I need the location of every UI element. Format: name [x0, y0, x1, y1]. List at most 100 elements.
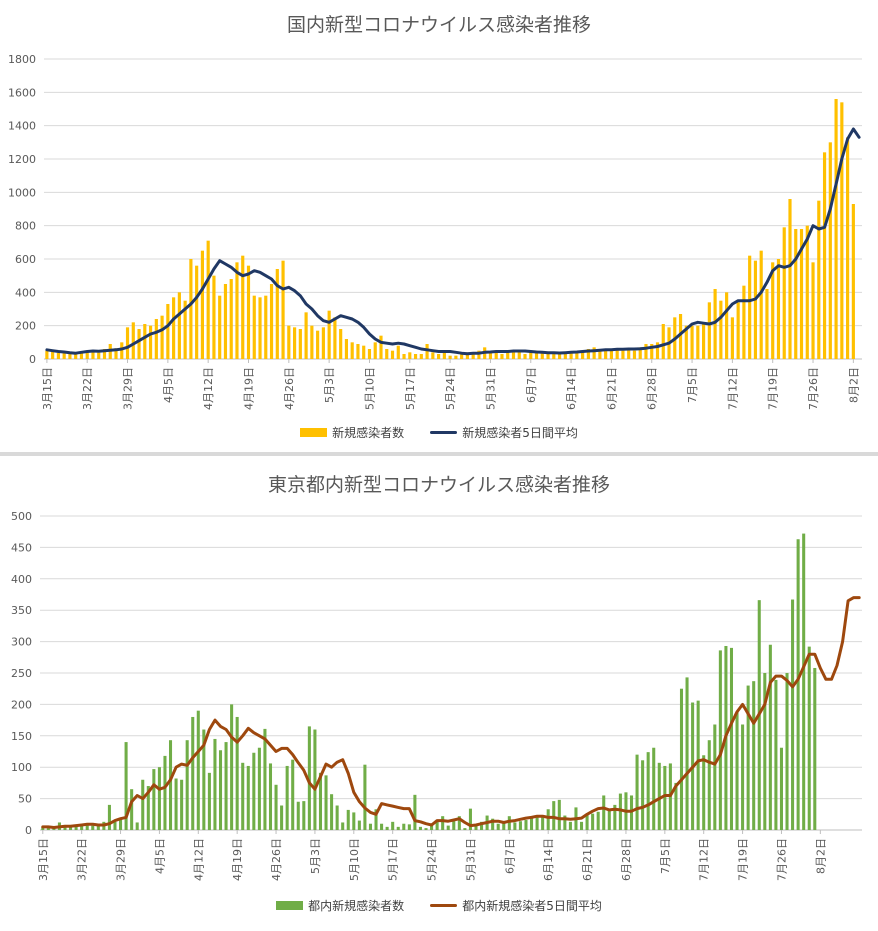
bar — [341, 822, 345, 830]
bar — [268, 763, 273, 830]
bar — [834, 99, 838, 359]
bar — [200, 250, 204, 359]
bar — [604, 349, 608, 359]
chart-title: 国内新型コロナウイルス感染者推移 — [286, 14, 591, 36]
bar — [316, 330, 320, 359]
bar — [85, 352, 89, 359]
bar — [413, 354, 418, 359]
bar — [287, 325, 291, 359]
x-tick-label: 3月29日 — [122, 367, 135, 410]
bar — [157, 767, 161, 830]
bar — [352, 812, 356, 830]
bar — [143, 324, 147, 359]
bar — [166, 304, 170, 359]
bar — [363, 764, 367, 830]
bar — [707, 740, 711, 830]
bar — [736, 302, 740, 359]
bar — [168, 740, 173, 830]
y-tick-label: 250 — [11, 667, 32, 680]
bar — [390, 350, 395, 359]
x-tick-label: 7月19日 — [767, 367, 780, 410]
bar — [257, 747, 261, 830]
bar — [241, 762, 245, 830]
bar — [80, 824, 84, 830]
divider — [0, 452, 878, 456]
legend-item-line: 都内新規感染者5日間平均 — [430, 897, 602, 914]
bar — [788, 199, 792, 359]
bar — [768, 644, 772, 830]
bar — [627, 349, 631, 359]
bar — [746, 685, 750, 830]
x-tick-label: 6月28日 — [646, 367, 659, 410]
bar — [517, 352, 521, 359]
bar — [552, 354, 556, 359]
bar — [206, 240, 210, 359]
bar — [407, 824, 411, 830]
bar — [79, 352, 84, 359]
bar — [52, 828, 56, 830]
x-tick-label: 4月12日 — [192, 838, 205, 881]
bar — [252, 752, 256, 830]
bar — [281, 260, 285, 359]
legend: 都内新規感染者数 都内新規感染者5日間平均 — [0, 897, 878, 914]
bar — [131, 322, 135, 359]
bar — [602, 795, 606, 830]
bar — [350, 342, 354, 359]
bar — [177, 292, 181, 359]
y-tick-label: 200 — [15, 320, 36, 333]
bar — [785, 673, 789, 830]
y-tick-label: 1000 — [8, 186, 36, 199]
bar — [246, 765, 250, 830]
bar — [765, 289, 769, 359]
x-tick-label: 4月26日 — [283, 367, 296, 410]
bar — [235, 262, 239, 359]
bar — [202, 729, 206, 830]
bar — [805, 225, 809, 359]
x-tick-label: 6月14日 — [565, 367, 578, 410]
bar — [569, 352, 573, 359]
bar — [68, 353, 72, 359]
bar — [661, 324, 665, 359]
bar — [534, 350, 539, 359]
bar — [124, 742, 128, 830]
bar — [448, 355, 452, 359]
bar — [357, 820, 361, 830]
bar — [524, 819, 528, 830]
y-tick-label: 400 — [11, 573, 32, 586]
bar — [51, 351, 55, 359]
x-tick-label: 7月12日 — [698, 838, 711, 881]
bar — [258, 297, 262, 359]
chart-panel-national: 国内新型コロナウイルス感染者推移 0 200 400 600 800 1000 1200 14… — [0, 0, 878, 452]
bar — [817, 200, 821, 359]
bar — [293, 327, 297, 359]
bar — [657, 762, 661, 830]
bar — [799, 229, 804, 359]
bar — [367, 349, 372, 359]
bar — [196, 710, 200, 830]
bar — [435, 820, 439, 830]
bar — [224, 742, 228, 830]
y-tick-label: 0 — [25, 824, 32, 837]
bar — [391, 821, 395, 830]
bar — [431, 352, 435, 359]
bar — [223, 284, 228, 359]
bar — [618, 793, 622, 830]
bar — [807, 646, 811, 830]
bar — [385, 826, 389, 830]
x-tick-label: 5月17日 — [387, 838, 400, 881]
bar — [507, 816, 511, 830]
bar — [368, 823, 372, 830]
bar — [280, 805, 284, 830]
bar — [246, 265, 251, 359]
bar — [189, 259, 193, 359]
legend-item-bar: 新規感染者数 — [300, 424, 404, 441]
bar — [530, 817, 534, 830]
bar — [102, 349, 107, 359]
bar — [802, 533, 806, 830]
bar — [794, 229, 798, 359]
bar — [557, 799, 561, 830]
x-tick-label: 6月14日 — [542, 838, 555, 881]
bar — [96, 824, 100, 830]
y-tick-label: 1200 — [8, 153, 36, 166]
bar — [730, 317, 734, 359]
